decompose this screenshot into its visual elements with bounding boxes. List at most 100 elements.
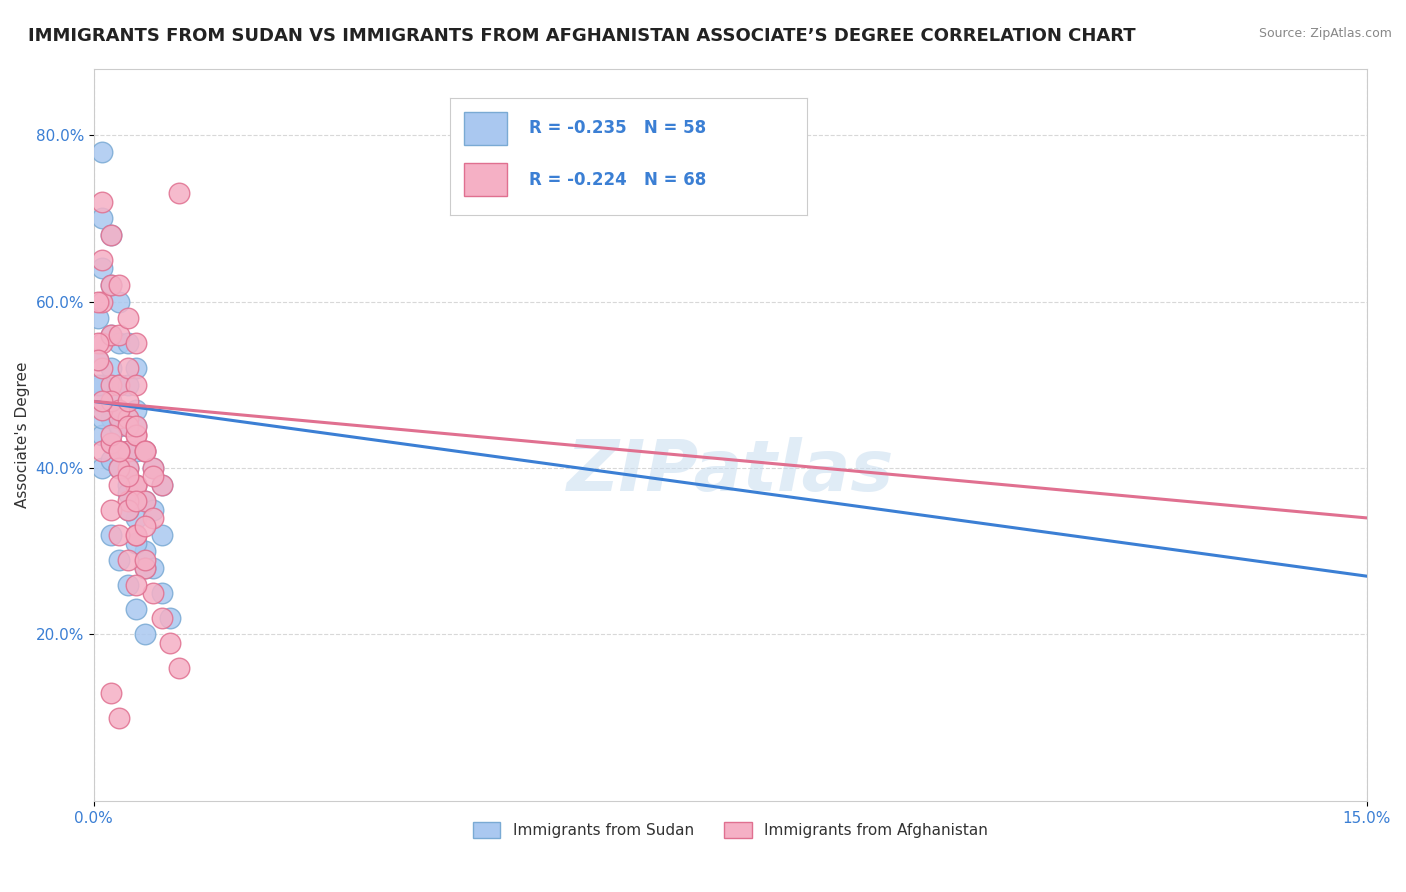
Point xyxy=(100,411,122,425)
Point xyxy=(125,361,148,376)
Point xyxy=(91,461,114,475)
Point xyxy=(117,502,139,516)
Point xyxy=(117,419,139,434)
Point xyxy=(125,527,148,541)
Point xyxy=(108,336,131,351)
Point xyxy=(150,477,173,491)
Point xyxy=(108,477,131,491)
Point xyxy=(142,561,165,575)
Point xyxy=(125,419,148,434)
Point xyxy=(150,527,173,541)
Point xyxy=(108,461,131,475)
Point xyxy=(125,602,148,616)
Point xyxy=(125,336,148,351)
Point xyxy=(100,686,122,700)
Point xyxy=(108,527,131,541)
Point xyxy=(87,311,110,326)
Point xyxy=(91,394,114,409)
Point xyxy=(117,577,139,591)
Point xyxy=(167,661,190,675)
Point xyxy=(142,461,165,475)
Point xyxy=(125,377,148,392)
Point xyxy=(91,402,114,417)
Point xyxy=(108,327,131,342)
Point xyxy=(100,327,122,342)
Point xyxy=(125,477,148,491)
Point xyxy=(108,419,131,434)
Point xyxy=(108,377,131,392)
Point xyxy=(125,477,148,491)
Point xyxy=(91,336,114,351)
Point xyxy=(108,277,131,292)
Point xyxy=(117,486,139,500)
Point xyxy=(108,444,131,458)
Point xyxy=(134,444,156,458)
Point xyxy=(117,461,139,475)
Point xyxy=(134,519,156,533)
Point xyxy=(108,444,131,458)
Point xyxy=(125,427,148,442)
Point xyxy=(100,277,122,292)
Point xyxy=(108,411,131,425)
Point xyxy=(100,502,122,516)
Point xyxy=(134,494,156,508)
Point xyxy=(150,477,173,491)
Point xyxy=(100,377,122,392)
Point xyxy=(134,544,156,558)
Point xyxy=(91,361,114,376)
Point xyxy=(87,336,110,351)
Point xyxy=(134,444,156,458)
Point xyxy=(91,145,114,159)
Point xyxy=(125,536,148,550)
Point xyxy=(100,394,122,409)
Point xyxy=(108,711,131,725)
Point xyxy=(142,469,165,483)
Point xyxy=(91,377,114,392)
Point xyxy=(87,294,110,309)
Point xyxy=(100,452,122,467)
Y-axis label: Associate's Degree: Associate's Degree xyxy=(15,361,30,508)
Point xyxy=(108,402,131,417)
Point xyxy=(142,586,165,600)
Point xyxy=(125,511,148,525)
Point xyxy=(125,444,148,458)
Point xyxy=(142,461,165,475)
Point xyxy=(159,611,181,625)
Point xyxy=(142,511,165,525)
Point xyxy=(100,327,122,342)
Point xyxy=(108,444,131,458)
Point xyxy=(117,361,139,376)
Point xyxy=(117,377,139,392)
Point xyxy=(91,411,114,425)
Text: Source: ZipAtlas.com: Source: ZipAtlas.com xyxy=(1258,27,1392,40)
Point xyxy=(87,352,110,367)
Point xyxy=(117,444,139,458)
Point xyxy=(117,419,139,434)
Point xyxy=(91,211,114,226)
Point xyxy=(108,461,131,475)
Point xyxy=(125,577,148,591)
Point xyxy=(108,411,131,425)
Point xyxy=(100,427,122,442)
Point xyxy=(91,444,114,458)
Point xyxy=(142,502,165,516)
Point xyxy=(117,411,139,425)
Point xyxy=(91,427,114,442)
Point xyxy=(159,636,181,650)
Point xyxy=(134,561,156,575)
Point xyxy=(117,444,139,458)
Legend: Immigrants from Sudan, Immigrants from Afghanistan: Immigrants from Sudan, Immigrants from A… xyxy=(467,816,994,845)
Point xyxy=(117,311,139,326)
Point xyxy=(108,294,131,309)
Point xyxy=(100,436,122,450)
Point xyxy=(117,552,139,566)
Point xyxy=(87,352,110,367)
Point xyxy=(100,436,122,450)
Point xyxy=(134,444,156,458)
Point xyxy=(100,227,122,242)
Point xyxy=(150,586,173,600)
Point xyxy=(87,394,110,409)
Point xyxy=(125,527,148,541)
Point xyxy=(91,294,114,309)
Point xyxy=(117,477,139,491)
